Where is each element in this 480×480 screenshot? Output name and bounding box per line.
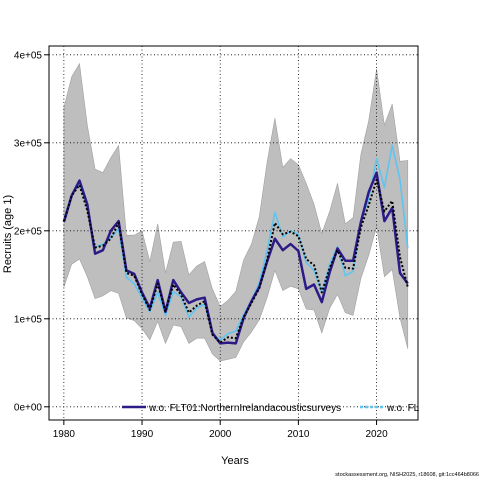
x-tick-label: 1990 xyxy=(131,429,154,440)
x-axis-label: Years xyxy=(221,455,249,467)
legend-label-fl: w.o. FL xyxy=(386,403,420,414)
x-tick-label: 2010 xyxy=(287,429,310,440)
y-tick-label: 1e+05 xyxy=(14,314,43,325)
y-tick-label: 3e+05 xyxy=(14,138,43,149)
legend: w.o. FLT01:NorthernIrelandacousticsurvey… xyxy=(122,403,420,414)
legend-label-northern-ireland: w.o. FLT01:NorthernIrelandacousticsurvey… xyxy=(148,403,341,414)
legend-item-northern-ireland: w.o. FLT01:NorthernIrelandacousticsurvey… xyxy=(122,403,341,414)
y-axis: 0e+00 1e+05 2e+05 3e+05 4e+05 xyxy=(14,50,49,413)
y-tick-label: 2e+05 xyxy=(14,226,43,237)
credit-text: stockassessment.org, NISH2025, r18608, g… xyxy=(335,472,479,478)
x-tick-label: 2000 xyxy=(209,429,232,440)
y-tick-label: 0e+00 xyxy=(14,402,43,413)
confidence-band xyxy=(64,64,408,361)
confidence-band-layer xyxy=(64,64,408,361)
y-tick-label: 4e+05 xyxy=(14,50,43,61)
y-axis-label: Recruits (age 1) xyxy=(2,195,14,273)
x-tick-label: 2020 xyxy=(365,429,388,440)
legend-item-fl: w.o. FL xyxy=(360,403,420,414)
x-axis: 1980 1990 2000 2010 2020 xyxy=(53,420,388,440)
x-tick-label: 1980 xyxy=(53,429,76,440)
